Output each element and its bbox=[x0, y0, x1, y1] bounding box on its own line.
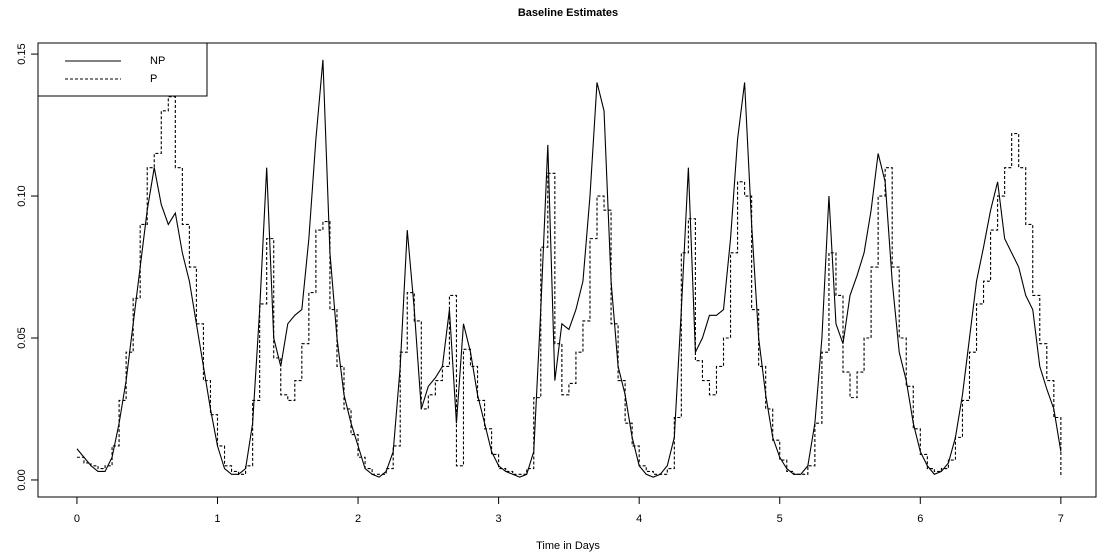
x-tick-label: 1 bbox=[214, 513, 220, 525]
chart-title: Baseline Estimates bbox=[518, 7, 618, 19]
series-line bbox=[76, 59, 1062, 478]
y-tick-label: 0.15 bbox=[16, 43, 28, 64]
x-tick-label: 3 bbox=[496, 513, 502, 525]
y-tick-label: 0.00 bbox=[16, 469, 28, 490]
x-tick-label: 4 bbox=[636, 513, 642, 525]
x-tick-label: 2 bbox=[355, 513, 361, 525]
x-tick-label: 6 bbox=[917, 513, 923, 525]
x-axis-label: Time in Days bbox=[536, 540, 600, 552]
y-tick-label: 0.10 bbox=[16, 185, 28, 206]
series-line bbox=[76, 96, 1062, 478]
y-tick-label: 0.05 bbox=[16, 327, 28, 348]
legend-label: NP bbox=[150, 55, 165, 67]
x-tick-label: 7 bbox=[1058, 513, 1064, 525]
x-tick-label: 0 bbox=[74, 513, 80, 525]
plot-frame bbox=[37, 42, 1097, 498]
legend-label: P bbox=[150, 73, 157, 85]
x-tick-label: 5 bbox=[777, 513, 783, 525]
legend-box bbox=[37, 42, 208, 97]
